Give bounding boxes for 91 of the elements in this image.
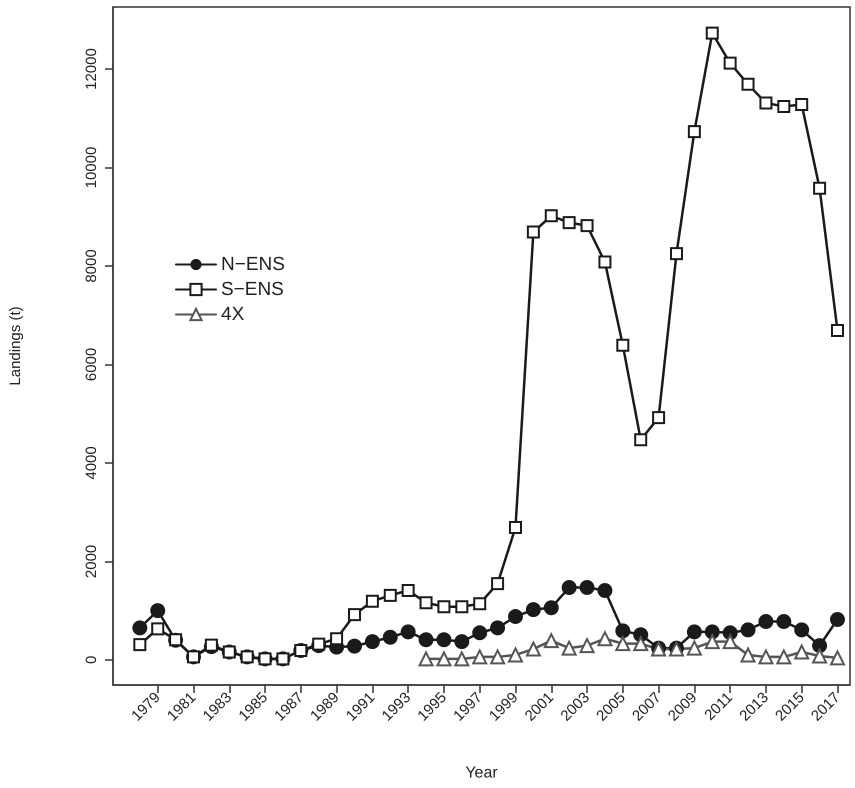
point	[347, 638, 362, 654]
point	[686, 624, 702, 640]
point	[150, 603, 166, 618]
point	[437, 600, 450, 614]
y-tick-label: 10000	[83, 146, 100, 188]
point	[580, 219, 594, 232]
point	[706, 26, 719, 40]
point	[688, 125, 701, 138]
point	[384, 588, 397, 602]
point	[473, 597, 486, 610]
legend-label: 4X	[221, 304, 245, 325]
point	[454, 651, 470, 666]
point	[364, 634, 380, 650]
x-axis-title: Year	[465, 764, 498, 782]
point	[436, 651, 452, 666]
point	[742, 78, 755, 91]
point	[634, 433, 648, 446]
point	[544, 633, 559, 648]
point	[382, 630, 398, 645]
point	[420, 596, 433, 610]
point	[312, 638, 326, 651]
point	[348, 608, 361, 622]
point	[813, 182, 826, 195]
point	[400, 624, 416, 640]
point	[759, 96, 772, 110]
point	[472, 649, 488, 664]
point	[402, 584, 415, 597]
point	[544, 600, 559, 616]
point	[151, 622, 164, 636]
point	[508, 520, 522, 534]
point	[794, 622, 810, 638]
point	[615, 623, 630, 638]
point	[597, 631, 612, 646]
point	[133, 638, 146, 652]
point	[740, 647, 756, 662]
point	[724, 56, 737, 70]
point	[472, 625, 488, 640]
point	[490, 620, 506, 636]
point	[830, 612, 845, 628]
point	[508, 647, 523, 662]
point	[776, 649, 792, 664]
y-axis-title: Landings (t)	[7, 306, 24, 386]
point	[562, 640, 577, 656]
point	[794, 644, 810, 660]
point	[436, 632, 452, 648]
point	[455, 600, 468, 614]
point	[795, 98, 808, 111]
point	[830, 324, 844, 337]
point	[740, 622, 756, 638]
point	[652, 411, 666, 424]
point	[758, 614, 774, 629]
y-tick-label: 4000	[83, 446, 100, 480]
point	[777, 100, 790, 113]
point	[615, 636, 630, 652]
point	[598, 256, 612, 269]
point	[776, 614, 792, 629]
point	[616, 338, 630, 352]
legend-label: N−ENS	[221, 254, 285, 275]
point	[670, 247, 683, 260]
point	[491, 577, 504, 590]
point	[722, 634, 738, 650]
point	[562, 580, 577, 596]
point	[526, 226, 540, 239]
point	[132, 620, 148, 636]
y-tick-label: 12000	[83, 48, 100, 90]
point	[704, 634, 720, 650]
point	[418, 651, 434, 666]
y-tick-label: 6000	[83, 348, 100, 382]
point	[526, 602, 541, 618]
y-tick-label: 8000	[83, 249, 100, 283]
legend-label: S−ENS	[221, 279, 284, 300]
point	[508, 609, 523, 624]
point	[812, 648, 828, 664]
point	[454, 634, 470, 650]
point	[597, 582, 612, 598]
point	[580, 580, 595, 596]
point	[418, 632, 434, 648]
point	[580, 638, 595, 654]
point	[366, 594, 379, 608]
point	[686, 640, 702, 656]
y-tick-label: 2000	[83, 544, 100, 578]
point	[758, 649, 774, 664]
point	[526, 642, 541, 657]
y-tick-label: 0	[83, 656, 100, 664]
point	[562, 216, 576, 230]
point	[490, 649, 506, 664]
point	[830, 650, 845, 666]
point	[633, 636, 648, 652]
point	[812, 638, 828, 654]
point	[330, 632, 344, 646]
point	[544, 209, 558, 222]
